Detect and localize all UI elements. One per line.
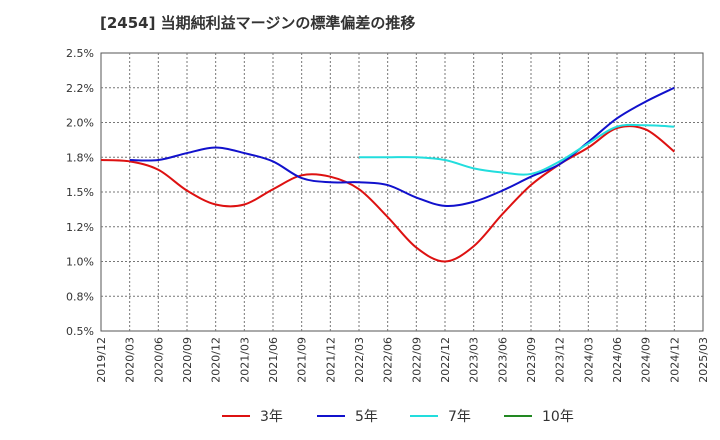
x-tick-label: 2021/12 xyxy=(324,337,337,383)
x-tick-label: 2020/06 xyxy=(152,337,165,383)
x-tick-label: 2023/09 xyxy=(525,337,538,383)
legend: 3年 5年 7年 10年 xyxy=(0,404,720,428)
x-tick-label: 2021/03 xyxy=(238,337,251,383)
x-tick-label: 2024/09 xyxy=(640,337,653,383)
legend-label-5y: 5年 xyxy=(355,409,378,425)
x-tick-label: 2023/03 xyxy=(468,337,481,383)
y-tick-label: 2.0% xyxy=(66,117,94,130)
x-tick-label: 2020/03 xyxy=(124,337,137,383)
x-tick-label: 2021/09 xyxy=(296,337,309,383)
x-tick-label: 2022/06 xyxy=(382,337,395,383)
legend-swatch-5y xyxy=(317,415,345,417)
y-tick-label: 1.8% xyxy=(66,151,94,164)
y-axis: 0.5% 0.8% 1.0% 1.2% 1.5% 1.8% 2.0% 2.2% 2.5% xyxy=(66,47,94,338)
x-tick-label: 2024/06 xyxy=(611,337,624,383)
y-tick-label: 1.2% xyxy=(66,221,94,234)
legend-item-3y: 3年 xyxy=(222,404,283,428)
x-tick-label: 2025/03 xyxy=(697,337,710,383)
series-line-0 xyxy=(100,125,675,263)
legend-label-10y: 10年 xyxy=(542,409,574,425)
x-tick-label: 2021/06 xyxy=(267,337,280,383)
legend-item-5y: 5年 xyxy=(317,404,378,428)
legend-label-3y: 3年 xyxy=(260,409,283,425)
x-tick-label: 2020/09 xyxy=(181,337,194,383)
legend-swatch-10y xyxy=(504,415,532,417)
series-line-2 xyxy=(359,123,675,176)
y-tick-label: 2.5% xyxy=(66,47,94,60)
x-tick-label: 2023/06 xyxy=(496,337,509,383)
y-tick-label: 2.2% xyxy=(66,82,94,95)
x-tick-label: 2024/12 xyxy=(668,337,681,383)
x-axis: 2019/12 2020/03 2020/06 2020/09 2020/12 2021/… xyxy=(95,337,710,383)
grid-layer xyxy=(101,53,703,331)
legend-item-10y: 10年 xyxy=(504,404,574,428)
x-tick-label: 2022/12 xyxy=(439,337,452,383)
x-tick-label: 2020/12 xyxy=(210,337,223,383)
y-tick-label: 1.0% xyxy=(66,256,94,269)
y-tick-label: 0.8% xyxy=(66,290,94,303)
legend-label-7y: 7年 xyxy=(448,409,471,425)
legend-swatch-3y xyxy=(222,415,250,417)
x-tick-label: 2019/12 xyxy=(95,337,108,383)
x-tick-label: 2024/03 xyxy=(582,337,595,383)
chart-title: [2454] 当期純利益マージンの標準偏差の推移 xyxy=(100,14,416,32)
series-layer xyxy=(100,86,675,263)
x-tick-label: 2022/09 xyxy=(410,337,423,383)
x-tick-label: 2023/12 xyxy=(554,337,567,383)
legend-swatch-7y xyxy=(410,415,438,417)
y-tick-label: 1.5% xyxy=(66,186,94,199)
x-tick-label: 2022/03 xyxy=(353,337,366,383)
y-tick-label: 0.5% xyxy=(66,325,94,338)
legend-item-7y: 7年 xyxy=(410,404,471,428)
